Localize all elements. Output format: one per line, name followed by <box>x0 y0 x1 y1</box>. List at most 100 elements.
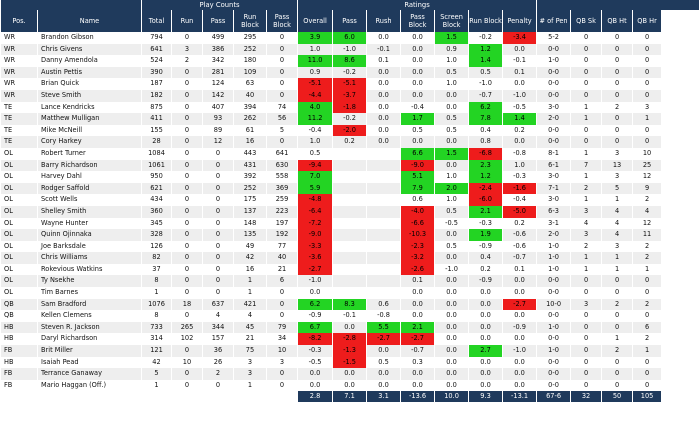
table-row: FB Mario Haggan (Off.) 1 0 0 1 0 0.0 0.0 0.0 0.0 0.… <box>1 379 699 392</box>
table-cell: 0.5 <box>435 205 469 218</box>
table-cell: 558 <box>267 171 298 183</box>
table-cell: 0-0 <box>537 287 571 299</box>
table-cell: 0 <box>267 66 298 79</box>
table-cell <box>333 229 367 241</box>
table-cell: 407 <box>203 101 233 114</box>
table-cell: 3 <box>602 147 633 160</box>
table-cell: 102 <box>172 333 202 346</box>
table-cell: Chris Givens <box>38 43 141 56</box>
column-header: Name <box>38 10 141 32</box>
table-cell: 499 <box>203 32 233 44</box>
total-cell: 9.3 <box>469 391 503 403</box>
table-cell: 1.0 <box>435 55 469 67</box>
table-cell <box>333 171 367 183</box>
table-cell: 0 <box>633 275 662 288</box>
table-cell: 0.0 <box>367 89 401 102</box>
total-cell: 2.8 <box>298 391 333 403</box>
table-cell: 0 <box>633 287 662 299</box>
table-cell: 0.0 <box>503 310 537 322</box>
table-cell: 1.4 <box>469 55 503 67</box>
table-cell <box>367 159 401 172</box>
table-cell: 0 <box>172 240 202 253</box>
table-cell: 0.0 <box>401 66 435 79</box>
table-cell: 1.0 <box>298 136 333 148</box>
table-cell: 733 <box>142 321 171 334</box>
table-cell: 0 <box>602 356 633 369</box>
table-cell: 0.0 <box>367 345 401 357</box>
table-cell: 157 <box>203 333 233 346</box>
table-cell: 0.0 <box>333 368 367 380</box>
table-cell: 2 <box>602 298 633 311</box>
table-cell: 0 <box>633 43 662 56</box>
table-cell: -9.4 <box>298 159 333 172</box>
table-cell: 11 <box>633 229 662 241</box>
table-cell: 281 <box>203 66 233 79</box>
total-cell: 67-6 <box>537 391 571 403</box>
table-cell: 345 <box>142 217 171 230</box>
table-cell: 2 <box>203 368 233 380</box>
table-cell: -3.4 <box>503 32 537 44</box>
table-cell: TE <box>1 136 37 148</box>
player-ratings-table: Play Counts Ratings Pos. Name Total Run Pass R… <box>1 0 699 403</box>
table-cell: 1076 <box>142 298 171 311</box>
table-cell <box>367 194 401 206</box>
table-cell: 0 <box>571 136 602 148</box>
table-cell <box>333 159 367 172</box>
column-header: Pass Block <box>267 10 298 32</box>
table-row: WR Austin Pettis 390 0 281 109 0 0.9 -0.2 0.0 0.0 0… <box>1 66 699 79</box>
table-cell: -6.0 <box>469 194 503 206</box>
table-cell: 155 <box>142 124 171 137</box>
table-cell <box>333 182 367 195</box>
table-cell <box>367 205 401 218</box>
table-cell: 6-3 <box>537 205 571 218</box>
table-cell: Chris Williams <box>38 252 141 264</box>
table-cell: 0 <box>602 89 633 102</box>
table-cell: 0 <box>203 252 233 264</box>
table-cell: 61 <box>234 124 266 137</box>
table-row: OL Rodger Saffold 621 0 0 252 369 5.9 7.9 2.0 -2.4… <box>1 182 699 195</box>
table-cell: -0.4 <box>401 101 435 114</box>
table-row: HB Isaiah Pead 42 10 26 3 3 -0.5 -1.5 0.5 0.3 0.0 0.… <box>1 356 699 369</box>
table-cell: -1.0 <box>435 263 469 276</box>
column-header: QB Sk <box>571 10 602 32</box>
table-cell: 3 <box>234 368 266 380</box>
table-cell: 1.0 <box>435 171 469 183</box>
table-cell: 0 <box>267 55 298 67</box>
table-cell: 37 <box>142 263 171 276</box>
total-cell: 10.0 <box>435 391 469 403</box>
column-header-row: Pos. Name Total Run Pass Run Block Pass Block O… <box>1 10 699 32</box>
table-cell: 0 <box>571 321 602 334</box>
table-cell: 0 <box>571 356 602 369</box>
table-cell: 369 <box>267 182 298 195</box>
table-cell: -4.4 <box>298 89 333 102</box>
table-cell: Terrance Ganaway <box>38 368 141 380</box>
total-cell: 105 <box>633 391 662 403</box>
table-cell: -0.4 <box>298 124 333 137</box>
table-cell: 2 <box>633 252 662 264</box>
table-cell: OL <box>1 240 37 253</box>
table-cell: -1.0 <box>469 78 503 90</box>
total-cell <box>267 391 298 403</box>
table-cell: -4.0 <box>401 205 435 218</box>
table-cell: 4.0 <box>298 101 333 114</box>
table-row: OL Rokevious Watkins 37 0 0 16 21 -2.7 -2.6 -1.0 0… <box>1 263 699 276</box>
table-cell: 6.2 <box>298 298 333 311</box>
table-cell: 0.0 <box>401 78 435 90</box>
table-cell: 1 <box>142 287 171 299</box>
table-cell: 11.2 <box>298 113 333 125</box>
table-cell: 4 <box>602 217 633 230</box>
table-cell: 10 <box>267 345 298 357</box>
table-cell: -0.6 <box>503 229 537 241</box>
table-cell <box>333 275 367 288</box>
table-cell: 360 <box>142 205 171 218</box>
table-cell: 21 <box>234 333 266 346</box>
table-cell: 0.0 <box>401 55 435 67</box>
table-cell: 0 <box>203 147 233 160</box>
table-cell: FB <box>1 368 37 380</box>
table-cell: 0.0 <box>367 32 401 44</box>
table-cell: 0.0 <box>435 136 469 148</box>
table-cell: 342 <box>203 55 233 67</box>
table-cell: 262 <box>234 113 266 125</box>
table-cell: 6 <box>267 275 298 288</box>
table-cell: 0.1 <box>503 66 537 79</box>
